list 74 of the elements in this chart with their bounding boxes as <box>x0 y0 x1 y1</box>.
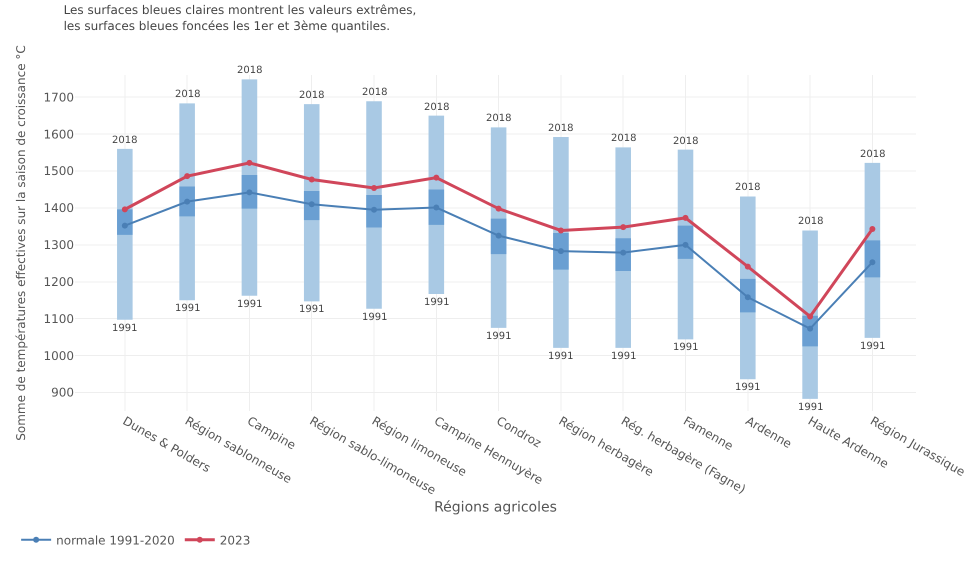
point <box>246 189 252 196</box>
annotation: 2018 <box>735 182 760 193</box>
bar <box>553 233 569 270</box>
x-axis-title: Régions agricoles <box>434 500 557 516</box>
chart-title: Les surfaces bleues claires montrent les valeurs extrêmes, les surfaces bleues foncées les 1er et 3ème quantiles. <box>64 3 416 33</box>
point <box>433 174 440 181</box>
annotation: 1991 <box>299 304 324 315</box>
y-tick-label: 1500 <box>43 164 74 178</box>
annotation: 1991 <box>860 341 886 352</box>
bar <box>366 195 382 228</box>
annotation: 2018 <box>548 123 574 134</box>
annotation: 1991 <box>486 331 512 342</box>
y-tick-label: 1400 <box>43 201 74 216</box>
bar <box>864 240 880 278</box>
point <box>433 204 440 211</box>
point <box>869 226 876 232</box>
y-tick-label: 1300 <box>43 238 74 252</box>
annotation: 2018 <box>611 133 636 144</box>
annotation: 1991 <box>735 382 760 393</box>
annotation: 2018 <box>362 87 388 98</box>
annotation: 2018 <box>237 65 262 76</box>
point <box>807 326 814 332</box>
annotation: 1991 <box>673 342 698 353</box>
point <box>807 313 814 320</box>
point <box>744 294 751 300</box>
point <box>744 264 751 270</box>
point <box>184 173 190 180</box>
point <box>122 206 128 212</box>
annotation: 1991 <box>237 299 262 310</box>
point <box>682 242 688 248</box>
annotation: 1991 <box>611 351 636 362</box>
point <box>122 222 128 229</box>
annotation: 1991 <box>424 297 450 308</box>
point <box>184 198 190 205</box>
annotation: 1991 <box>175 303 200 314</box>
point <box>371 206 378 213</box>
annotation: 2018 <box>673 136 698 147</box>
annotation: 1991 <box>362 312 388 323</box>
point <box>496 206 502 212</box>
bar <box>615 238 631 272</box>
y-tick-label: 900 <box>51 386 74 400</box>
point <box>496 232 502 239</box>
legend-label: normale 1991-2020 <box>56 533 175 548</box>
point <box>869 259 876 266</box>
bar <box>428 189 444 225</box>
y-tick-label: 1600 <box>43 127 74 142</box>
legend-label: 2023 <box>220 533 250 548</box>
annotation: 1991 <box>548 351 574 362</box>
annotation: 1991 <box>112 323 138 334</box>
point <box>246 160 252 166</box>
point <box>558 248 564 254</box>
point <box>558 227 564 234</box>
y-tick-label: 1100 <box>43 312 74 326</box>
bar <box>678 226 694 259</box>
annotation: 2018 <box>486 113 512 124</box>
point <box>308 176 315 182</box>
y-axis-title: Somme de températures effectives sur la saison de croissance °C <box>14 45 28 441</box>
annotation: 2018 <box>112 135 138 146</box>
bar <box>490 218 506 254</box>
y-tick-label: 1000 <box>43 348 74 363</box>
annotation: 2018 <box>860 149 886 160</box>
bar <box>242 175 258 209</box>
y-tick-label: 1200 <box>43 274 74 289</box>
y-tick-label: 1700 <box>43 90 74 104</box>
annotation: 2018 <box>299 90 324 101</box>
point <box>371 184 378 191</box>
point <box>620 250 626 256</box>
annotation: 2018 <box>424 102 450 113</box>
point <box>682 214 688 221</box>
point <box>308 201 315 208</box>
point <box>620 224 626 230</box>
annotation: 1991 <box>798 402 824 413</box>
annotation: 2018 <box>175 89 200 100</box>
annotation: 2018 <box>798 216 824 227</box>
